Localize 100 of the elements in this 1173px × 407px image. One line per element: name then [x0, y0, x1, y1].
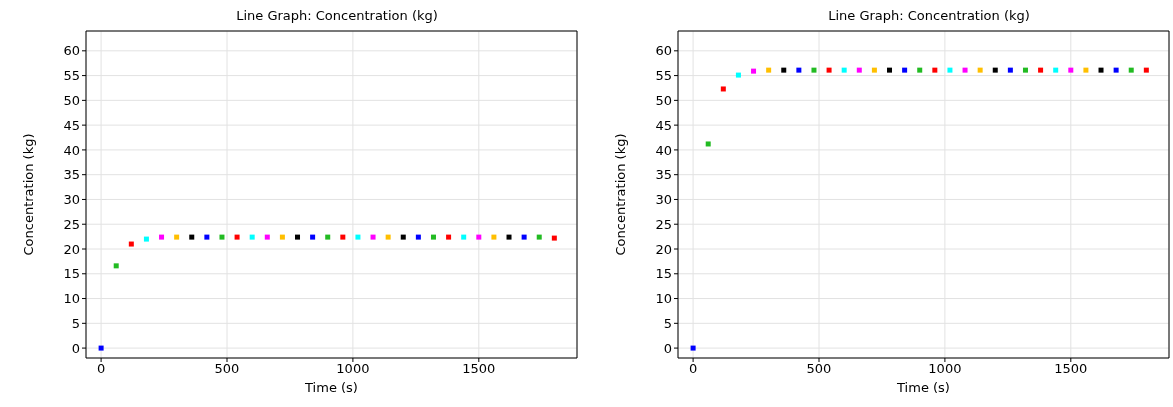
y-tick-label: 35 [655, 167, 672, 183]
point [98, 345, 104, 351]
point [1098, 67, 1104, 73]
point [325, 234, 331, 240]
y-tick-label: 40 [655, 142, 672, 158]
y-tick-label: 10 [655, 291, 672, 307]
point [871, 67, 877, 73]
point [234, 234, 240, 240]
y-tick-label: 50 [63, 92, 80, 108]
y-tick-label: 20 [655, 241, 672, 257]
point [174, 234, 180, 240]
point [279, 234, 285, 240]
x-tick-label: 500 [806, 361, 832, 377]
x-tick-label: 500 [214, 361, 240, 377]
point [310, 234, 316, 240]
y-axis-title: Concentration (kg) [20, 133, 36, 256]
point [340, 234, 346, 240]
point [751, 68, 757, 74]
x-tick-label: 1000 [928, 361, 962, 377]
x-tick-label: 1500 [462, 361, 496, 377]
x-tick-label: 1000 [336, 361, 370, 377]
point [400, 234, 406, 240]
point [796, 67, 802, 73]
y-tick-label: 25 [655, 216, 672, 232]
point [811, 67, 817, 73]
y-tick-label: 30 [63, 192, 80, 208]
x-tick-label: 0 [688, 361, 698, 377]
chart-title: Line Graph: Concentration (kg) [235, 8, 439, 23]
point [856, 67, 862, 73]
point [370, 234, 376, 240]
y-tick-label: 15 [63, 266, 80, 282]
point [476, 234, 482, 240]
point [1068, 67, 1074, 73]
point [521, 234, 527, 240]
point [992, 67, 998, 73]
point [917, 67, 923, 73]
x-axis-title: Time (s) [304, 380, 358, 395]
point [841, 67, 847, 73]
point [1113, 67, 1119, 73]
y-tick-label: 25 [63, 216, 80, 232]
point [461, 234, 467, 240]
point [887, 67, 893, 73]
point [826, 67, 832, 73]
point [159, 234, 165, 240]
point [766, 67, 772, 73]
y-tick-label: 15 [655, 266, 672, 282]
y-tick-label: 20 [63, 241, 80, 257]
point [1128, 67, 1134, 73]
point [1053, 67, 1059, 73]
y-tick-label: 55 [63, 68, 80, 84]
point [1083, 67, 1089, 73]
y-tick-label: 5 [71, 315, 80, 331]
y-tick-label: 45 [655, 117, 672, 133]
point [113, 263, 119, 269]
point [1038, 67, 1044, 73]
point [355, 234, 361, 240]
y-tick-label: 50 [655, 92, 672, 108]
point [705, 141, 711, 147]
y-tick-label: 10 [63, 291, 80, 307]
point [932, 67, 938, 73]
y-axis-title: Concentration (kg) [612, 133, 628, 256]
y-tick-label: 30 [655, 192, 672, 208]
point [1143, 67, 1149, 73]
point [962, 67, 968, 73]
point [430, 234, 436, 240]
point [491, 234, 497, 240]
point [977, 67, 983, 73]
y-tick-label: 0 [71, 340, 80, 356]
x-axis-title: Time (s) [896, 380, 950, 395]
point [720, 86, 726, 92]
y-tick-label: 60 [655, 43, 672, 59]
point [249, 234, 255, 240]
point [295, 234, 301, 240]
point [204, 234, 210, 240]
point [143, 236, 149, 242]
point [902, 67, 908, 73]
point [128, 241, 134, 247]
x-tick-label: 0 [96, 361, 106, 377]
point [781, 67, 787, 73]
point [690, 345, 696, 351]
point [415, 234, 421, 240]
y-tick-label: 60 [63, 43, 80, 59]
point [189, 234, 195, 240]
point [219, 234, 225, 240]
y-tick-label: 0 [663, 340, 672, 356]
y-tick-label: 40 [63, 142, 80, 158]
point [947, 67, 953, 73]
point [264, 234, 270, 240]
point [735, 72, 741, 78]
point [1007, 67, 1013, 73]
y-tick-label: 35 [63, 167, 80, 183]
chart-title: Line Graph: Concentration (kg) [827, 8, 1031, 23]
point [506, 234, 512, 240]
point [1022, 67, 1028, 73]
point [536, 234, 542, 240]
y-tick-label: 55 [655, 68, 672, 84]
point [446, 234, 452, 240]
point [551, 235, 557, 241]
y-tick-label: 45 [63, 117, 80, 133]
y-tick-label: 5 [663, 315, 672, 331]
